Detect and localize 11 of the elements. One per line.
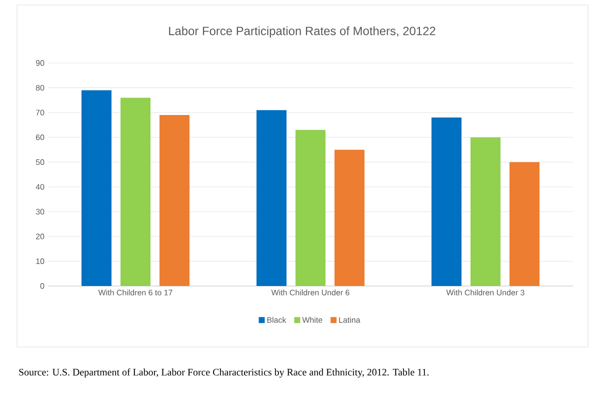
bar <box>120 98 150 286</box>
bar <box>82 90 112 286</box>
bar <box>510 162 540 286</box>
bar <box>256 110 287 286</box>
bar <box>470 137 501 286</box>
source-note: Source: U.S. Department of Labor, Labor Force Characteristics by Race and Ethnicity, 2012. Table 11. <box>19 368 429 378</box>
bar <box>432 118 462 286</box>
bar <box>160 115 190 286</box>
chart-title: Labor Force Participation Rates of Mothers, 20122 <box>169 26 436 38</box>
bar <box>296 130 326 286</box>
bar <box>334 150 365 286</box>
